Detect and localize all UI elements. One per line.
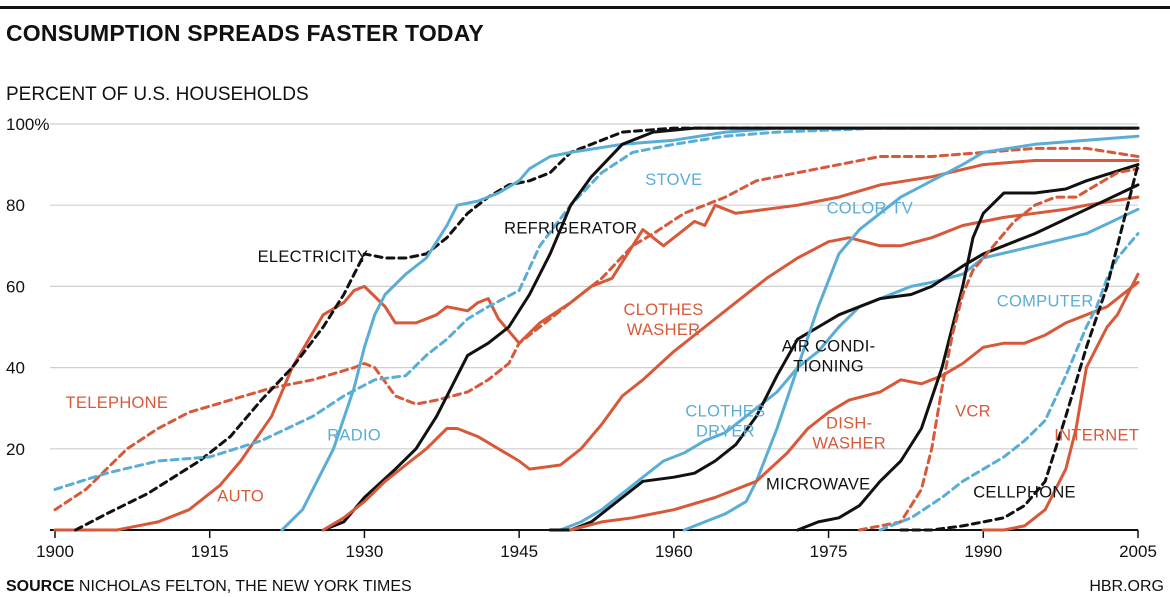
y-axis-ticks: 100% 80 60 40 20	[6, 115, 49, 459]
series-label-telephone: TELEPHONE	[66, 394, 169, 412]
series-label-line: DISH-	[826, 415, 872, 433]
series-line-cellphone	[899, 163, 1140, 532]
series-label-stove: STOVE	[645, 171, 702, 189]
chart-title: CONSUMPTION SPREADS FASTER TODAY	[6, 20, 484, 46]
y-tick-label-80: 80	[6, 196, 25, 215]
x-axis-ticks: 1900 1915 1930 1945 1960 1975 1990 2005	[36, 530, 1157, 561]
y-tick-label-60: 60	[6, 277, 25, 296]
series-line-clothes-washer	[321, 195, 1140, 532]
source-text: NICHOLAS FELTON, THE NEW YORK TIMES	[74, 578, 412, 595]
series-label-line: COMPUTER	[997, 293, 1094, 311]
series-line-radio	[280, 126, 1140, 532]
series-line-refrigerator	[321, 126, 1140, 532]
series-line-stove	[53, 126, 1140, 491]
series-label-line: DRYER	[696, 422, 755, 440]
y-tick-label-40: 40	[6, 359, 25, 378]
series-label-dishwasher: DISH- WASHER	[812, 415, 886, 453]
x-tick-label-2005: 2005	[1119, 542, 1157, 561]
series-label-line: CELLPHONE	[973, 484, 1076, 502]
series-label-line: CLOTHES	[685, 402, 765, 420]
series-label-line: COLOR TV	[827, 199, 913, 217]
series-label-line: STOVE	[645, 171, 702, 189]
x-tick-label-1975: 1975	[810, 542, 848, 561]
series-label-line: WASHER	[812, 435, 886, 453]
series-label-refrigerator: REFRIGERATOR	[504, 220, 637, 238]
x-tick-label-1960: 1960	[655, 542, 693, 561]
gridlines	[50, 123, 1138, 531]
series-label-line: MICROWAVE	[766, 475, 870, 493]
credit: HBR.ORG	[1089, 578, 1164, 595]
source-note: SOURCE NICHOLAS FELTON, THE NEW YORK TIM…	[6, 578, 412, 596]
series-label-vcr: VCR	[955, 402, 991, 420]
series-label-clothes-dryer: CLOTHES DRYER	[685, 402, 765, 440]
y-tick-label-100: 100%	[6, 115, 49, 134]
series-label-line: WASHER	[627, 321, 701, 339]
x-tick-label-1915: 1915	[191, 542, 229, 561]
series-line-internet	[981, 272, 1140, 532]
series-label-line: AIR CONDI-	[782, 337, 876, 355]
top-rule	[0, 6, 1170, 9]
series-labels: TELEPHONE AUTO ELECTRICITY RADIO REFRIGERATO…	[66, 171, 1139, 506]
series-label-electricity: ELECTRICITY	[258, 248, 369, 266]
series-label-clothes-washer: CLOTHES WASHER	[624, 301, 704, 339]
y-tick-label-20: 20	[6, 440, 25, 459]
series-line-color-tv	[682, 134, 1140, 532]
series-label-line: ELECTRICITY	[258, 248, 369, 266]
source-prefix: SOURCE	[6, 578, 75, 595]
series-label-line: CLOTHES	[624, 301, 704, 319]
series-line-computer	[878, 232, 1140, 532]
x-tick-label-1945: 1945	[500, 542, 538, 561]
series-label-radio: RADIO	[327, 427, 381, 445]
x-tick-label-1990: 1990	[964, 542, 1002, 561]
series-label-color-tv: COLOR TV	[827, 199, 913, 217]
series-line-auto	[53, 159, 1140, 532]
series-label-auto: AUTO	[217, 488, 264, 506]
y-axis-label: PERCENT OF U.S. HOUSEHOLDS	[6, 84, 309, 105]
series-label-computer: COMPUTER	[997, 293, 1094, 311]
series-label-internet: INTERNET	[1054, 427, 1139, 445]
x-tick-label-1900: 1900	[36, 542, 74, 561]
series-label-line: REFRIGERATOR	[504, 220, 637, 238]
series-label-air-conditioning: AIR CONDI- TIONING	[782, 337, 876, 375]
series-line-telephone	[53, 146, 1140, 512]
series-label-line: TELEPHONE	[66, 394, 169, 412]
series-label-cellphone: CELLPHONE	[973, 484, 1076, 502]
series-label-line: AUTO	[217, 488, 264, 506]
series-line-vcr	[858, 167, 1140, 532]
series-line-microwave	[796, 163, 1140, 532]
x-tick-label-1930: 1930	[346, 542, 384, 561]
series-label-line: VCR	[955, 402, 991, 420]
series-lines	[53, 126, 1140, 532]
series-label-line: TIONING	[793, 357, 864, 375]
series-label-microwave: MICROWAVE	[766, 475, 870, 493]
series-label-line: RADIO	[327, 427, 381, 445]
series-line-dishwasher	[569, 280, 1140, 532]
series-label-line: INTERNET	[1054, 427, 1139, 445]
